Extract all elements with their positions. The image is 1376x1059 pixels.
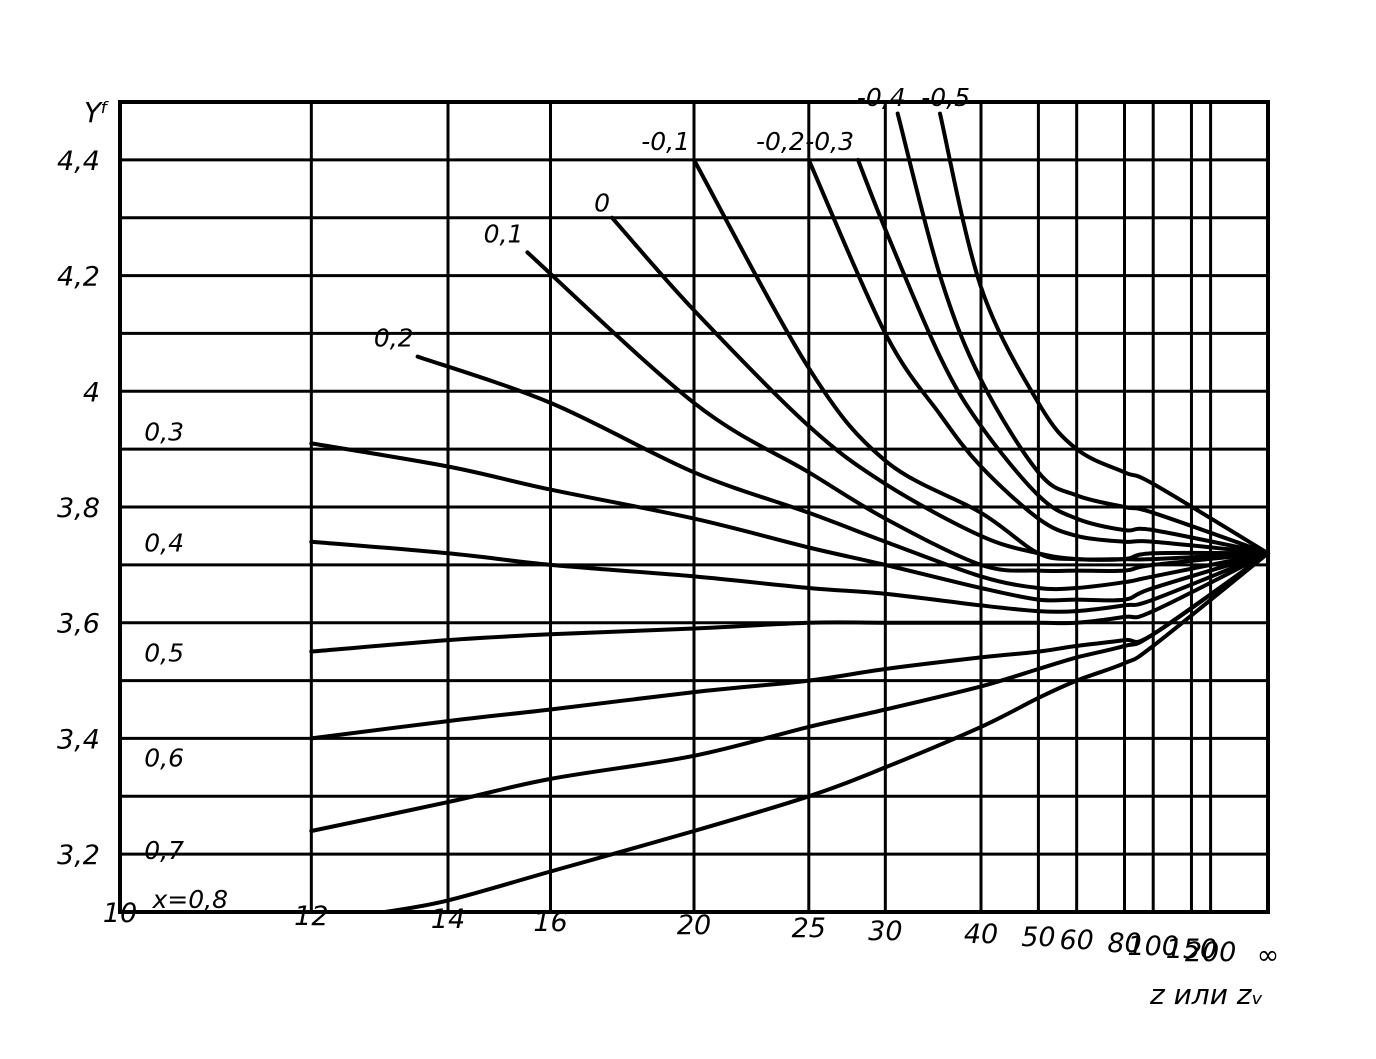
x-tick-label: 16 — [533, 907, 567, 938]
curve-label: 0,1 — [484, 219, 524, 248]
curve-line — [895, 111, 1270, 556]
x-tick-label: 10 — [103, 898, 137, 929]
curve-line — [309, 551, 1270, 833]
curve-line — [309, 441, 1270, 603]
y-tick-label: 3,2 — [57, 840, 100, 871]
y-tick-label: 4,4 — [57, 146, 100, 177]
x-tick-label: 100 — [1127, 931, 1179, 962]
curve-line — [938, 111, 1270, 556]
y-tick-label: 3,4 — [57, 724, 100, 755]
curve-line — [309, 539, 1270, 614]
curve-label: 0 — [594, 189, 610, 218]
x-tick-label: 50 — [1021, 922, 1055, 953]
x-tick-label: 25 — [792, 913, 826, 944]
x-tick-label: 60 — [1059, 925, 1093, 956]
curve-label: 0,4 — [144, 529, 184, 558]
x-tick-label: 14 — [431, 904, 465, 935]
y-axis-label: Yᶠ — [84, 96, 109, 129]
curves — [309, 111, 1270, 914]
curve-line — [382, 551, 1270, 914]
curve-labels: -0,5 -0,4-0,3-0,2 -0,1 0 0,1 0,2 0,3 0,4 0,5 0,6 0… — [144, 83, 970, 914]
y-tick-label: 4 — [83, 377, 100, 408]
curve-line — [415, 354, 1270, 592]
x-tick-label: 40 — [964, 919, 998, 950]
y-tick-label: 4,2 — [57, 262, 100, 293]
curve-label: x=0,8 — [151, 885, 228, 914]
curve-label: 0,7 — [144, 836, 184, 865]
x-tick-label: 80 — [1107, 928, 1141, 959]
x-tick-label: ∞ — [1257, 940, 1280, 971]
curve-line — [309, 551, 1270, 654]
curve-label: 0,3 — [144, 417, 184, 446]
curve-line — [806, 157, 1270, 556]
y-tick-label: 3,8 — [57, 493, 100, 524]
curve-line — [856, 157, 1270, 556]
curve-label: -0,4 — [857, 83, 906, 112]
curve-label: -0,2 — [756, 127, 805, 156]
curve-line — [610, 215, 1270, 562]
x-tick-label: 30 — [868, 916, 902, 947]
curve-line — [309, 551, 1270, 741]
curve-label: -0,5 — [921, 83, 970, 112]
curve-label: 0,6 — [144, 743, 184, 772]
x-tick-label: 150 — [1166, 934, 1218, 965]
x-tick-label: 20 — [677, 910, 711, 941]
x-axis-label: z или zᵥ — [1149, 978, 1263, 1011]
x-tick-label: 12 — [294, 901, 328, 932]
grid — [118, 100, 1270, 914]
x-tick-label: 200 — [1185, 937, 1237, 968]
curve-line — [692, 157, 1270, 562]
curve-label: -0,3 — [805, 127, 854, 156]
curve-line — [525, 250, 1270, 574]
curve-label: 0,5 — [144, 639, 184, 668]
curve-label: 0,2 — [374, 324, 414, 353]
curve-label: -0,1 — [641, 127, 690, 156]
y-tick-label: 3,6 — [57, 609, 100, 640]
